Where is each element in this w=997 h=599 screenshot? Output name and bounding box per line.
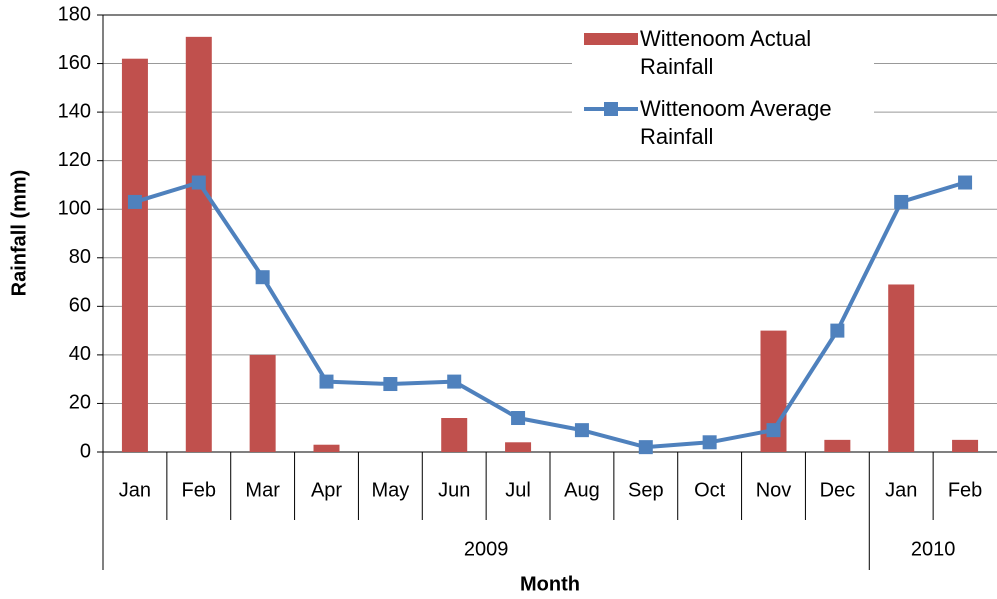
legend-label: Wittenoom Average Rainfall <box>640 96 832 149</box>
line-marker <box>127 194 142 209</box>
legend-item: Wittenoom Actual Rainfall <box>640 26 812 79</box>
line-marker <box>638 440 653 455</box>
line-marker <box>383 377 398 392</box>
x-tick-label: Jun <box>438 479 470 501</box>
legend-label: Wittenoom Actual Rainfall <box>640 26 812 79</box>
y-tick-label: 40 <box>69 343 91 365</box>
y-tick-label: 60 <box>69 295 91 317</box>
y-tick-label: 0 <box>80 440 91 462</box>
x-tick-label: Feb <box>948 479 982 501</box>
legend-item: Wittenoom Average Rainfall <box>640 96 832 149</box>
y-tick-label: 100 <box>58 198 91 220</box>
x-tick-label: Jan <box>885 479 917 501</box>
bar <box>505 442 532 452</box>
bar <box>313 444 340 452</box>
line-marker <box>511 411 526 426</box>
x-tick-label: Aug <box>564 479 600 501</box>
y-tick-label: 120 <box>58 149 91 171</box>
x-tick-label: Feb <box>182 479 216 501</box>
line-marker <box>319 374 334 389</box>
y-axis-label: Rainfall (mm) <box>8 170 30 297</box>
line-marker <box>447 374 462 389</box>
legend-swatch <box>604 102 618 116</box>
line-marker <box>191 175 206 190</box>
group-label: 2010 <box>911 538 956 560</box>
group-label: 2009 <box>464 538 509 560</box>
line-marker <box>255 270 270 285</box>
legend-swatch <box>584 33 638 45</box>
bar <box>249 354 276 452</box>
y-tick-label: 160 <box>58 52 91 74</box>
y-tick-label: 80 <box>69 246 91 268</box>
bar <box>824 439 851 452</box>
bar <box>121 58 148 452</box>
x-tick-label: Jul <box>505 479 531 501</box>
line-marker <box>830 323 845 338</box>
line-marker <box>958 175 973 190</box>
y-tick-label: 180 <box>58 3 91 25</box>
line-marker <box>574 423 589 438</box>
x-tick-label: Jan <box>119 479 151 501</box>
line-marker <box>702 435 717 450</box>
bar <box>185 36 212 452</box>
line-marker <box>766 423 781 438</box>
x-tick-label: Mar <box>245 479 280 501</box>
y-tick-label: 140 <box>58 100 91 122</box>
x-tick-label: Sep <box>628 479 664 501</box>
x-tick-label: Apr <box>311 479 342 501</box>
x-tick-label: May <box>371 479 409 501</box>
bar <box>441 418 468 452</box>
bar <box>888 284 915 452</box>
x-tick-label: Nov <box>756 479 792 501</box>
line-marker <box>894 194 909 209</box>
line <box>134 180 966 450</box>
bar <box>952 439 979 452</box>
x-tick-label: Oct <box>694 479 726 501</box>
y-tick-label: 20 <box>69 392 91 414</box>
x-axis-label: Month <box>520 573 580 595</box>
x-tick-label: Dec <box>820 479 856 501</box>
